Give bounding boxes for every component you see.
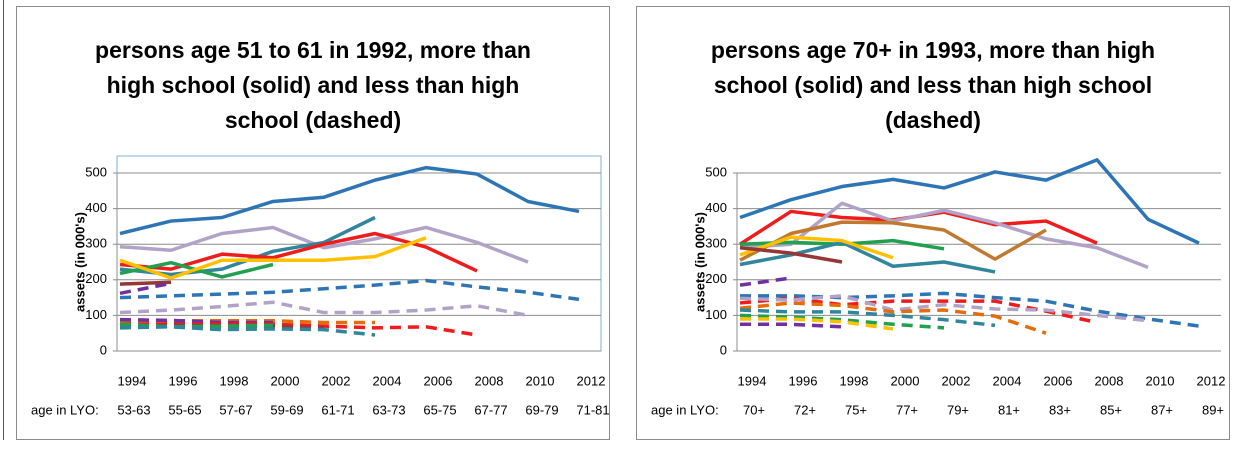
x-tick-label: 2004 (373, 373, 402, 388)
series-line (119, 325, 376, 337)
sub-tick-label: 57-67 (219, 402, 252, 417)
series-line (119, 323, 325, 330)
x-tick-label: 1994 (118, 373, 147, 388)
x-tick-label: 1994 (738, 373, 767, 388)
y-tick-label: 500 (85, 164, 107, 179)
chart: 0 100 200 300 400 500 assets (in 000's) 1994 199… (651, 158, 1226, 417)
series-line (739, 308, 996, 328)
x-tick-label: 2000 (271, 373, 300, 388)
series-line (120, 322, 478, 337)
y-tick-label: 100 (85, 307, 107, 322)
sub-tick-label: 75+ (845, 402, 867, 417)
sub-tick-label: 89+ (1202, 402, 1224, 417)
y-tick-label: 300 (705, 236, 727, 251)
series-line (119, 280, 172, 286)
series-line (739, 235, 894, 260)
x-tick-label: 1998 (220, 373, 249, 388)
sub-tick-label: 71-81 (576, 402, 609, 417)
series-line (119, 165, 580, 236)
sub-tick-label: 65-75 (423, 402, 456, 417)
series-line (739, 276, 792, 287)
series-line (739, 294, 1149, 323)
series-line (739, 313, 945, 330)
sub-tick-label: 53-63 (117, 402, 150, 417)
y-axis-label: assets (in 000's) (72, 212, 87, 312)
sub-tick-label: 83+ (1049, 402, 1071, 417)
x-tick-label: 2008 (1095, 373, 1124, 388)
x-tick-label: 2006 (424, 373, 453, 388)
y-tick-label: 0 (100, 342, 107, 357)
y-tick-label: 200 (705, 271, 727, 286)
chart-panel: persons age 51 to 61 in 1992, more than … (16, 6, 610, 440)
x-tick-label: 2000 (891, 373, 920, 388)
x-tick-label: 2004 (993, 373, 1022, 388)
x-tick-label: 2010 (1146, 373, 1175, 388)
series-line (740, 322, 843, 329)
y-axis-label: assets (in 000's) (692, 212, 707, 312)
series-line (119, 278, 580, 302)
chart: 0 100 200 300 400 500 assets (in 000's) 1994 199… (31, 155, 609, 417)
series-line (119, 322, 274, 329)
sub-tick-label: 61-71 (321, 402, 354, 417)
chart-panel: persons age 70+ in 1993, more than high … (636, 6, 1230, 440)
sub-tick-label: 77+ (896, 402, 918, 417)
y-tick-label: 400 (85, 200, 107, 215)
sub-tick-label: 59-69 (270, 402, 303, 417)
sub-tick-label: 81+ (998, 402, 1020, 417)
sub-tick-label: 67-77 (474, 402, 507, 417)
series-line (739, 301, 1047, 335)
y-tick-label: 400 (705, 200, 727, 215)
sub-tick-label: 85+ (1100, 402, 1122, 417)
x-tick-label: 1996 (169, 373, 198, 388)
series-line (739, 240, 996, 274)
y-tick-label: 500 (705, 164, 727, 179)
chart-title: persons age 70+ in 1993, more than high … (710, 37, 1156, 133)
sub-tick-label: 79+ (947, 402, 969, 417)
x-tick-label: 2012 (577, 373, 606, 388)
x-tick-label: 2002 (322, 373, 351, 388)
sub-tick-label: 63-73 (372, 402, 405, 417)
y-tick-label: 300 (85, 236, 107, 251)
series-line (119, 317, 273, 325)
series-line (739, 220, 1047, 262)
series-line (739, 246, 843, 264)
sub-label: age in LYO: (651, 402, 719, 417)
sub-label: age in LYO: (31, 402, 99, 417)
sub-tick-label: 69-79 (525, 402, 558, 417)
sub-tick-label: 55-65 (168, 402, 201, 417)
series-line (740, 291, 1200, 328)
series-line (119, 281, 172, 296)
x-tick-label: 2002 (942, 373, 971, 388)
series-line (119, 225, 529, 264)
x-tick-label: 2006 (1044, 373, 1073, 388)
x-tick-label: 2010 (526, 373, 555, 388)
x-tick-label: 1996 (789, 373, 818, 388)
sub-tick-label: 72+ (794, 402, 816, 417)
x-tick-label: 1998 (840, 373, 869, 388)
x-tick-label: 2008 (475, 373, 504, 388)
sub-tick-label: 70+ (743, 402, 765, 417)
sub-tick-label: 87+ (1151, 402, 1173, 417)
series-line (119, 300, 529, 318)
x-tick-label: 2012 (1197, 373, 1226, 388)
y-tick-label: 0 (720, 342, 727, 357)
y-tick-label: 200 (85, 271, 107, 286)
series-line (119, 236, 427, 280)
series-line (740, 317, 894, 331)
y-tick-label: 100 (705, 307, 727, 322)
chart-title: persons age 51 to 61 in 1992, more than … (95, 37, 531, 133)
series-line (739, 158, 1200, 245)
edge-line (3, 0, 4, 440)
